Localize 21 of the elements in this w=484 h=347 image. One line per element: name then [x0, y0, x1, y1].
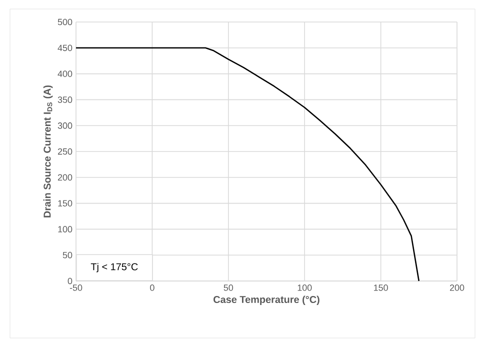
x-tick-label: 150 — [374, 284, 388, 291]
y-tick-label: 50 — [62, 252, 72, 258]
y-tick-label: 0 — [68, 278, 72, 284]
y-tick-label: 450 — [58, 44, 72, 52]
x-axis-title: Case Temperature (°C) — [214, 296, 320, 305]
y-tick-label: 300 — [58, 122, 72, 129]
line-series — [75, 47, 420, 282]
x-tick-label: -50 — [70, 284, 82, 291]
y-tick-label: 200 — [58, 174, 72, 181]
y-tick-label: 350 — [58, 96, 72, 103]
x-tick-label: 200 — [450, 284, 464, 291]
annotation: Tj < 175°C — [90, 262, 138, 272]
y-tick-label: 100 — [58, 226, 72, 232]
y-tick-label: 250 — [58, 148, 72, 155]
y-tick-label: 500 — [58, 18, 72, 26]
y-axis-title: Drain Source Current I$_{DS}$ (A) — [43, 85, 53, 218]
x-tick-label: 0 — [150, 284, 154, 291]
y-tick-label: 400 — [58, 70, 72, 77]
x-tick-label: 100 — [298, 284, 312, 291]
x-tick-label: 50 — [224, 284, 234, 291]
y-tick-label: 150 — [58, 200, 72, 206]
